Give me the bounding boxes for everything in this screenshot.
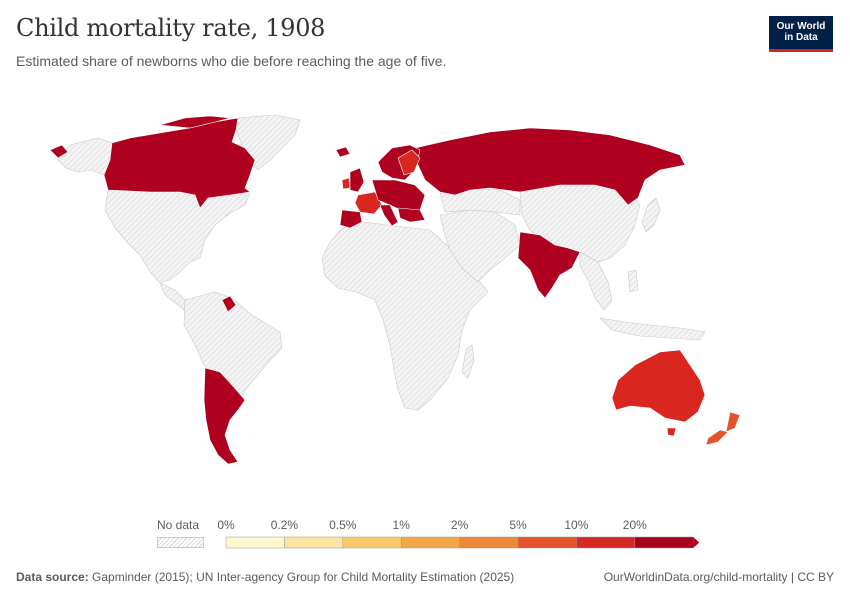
legend-bin-6[interactable]: [576, 536, 636, 549]
legend-bin-0[interactable]: [225, 536, 285, 549]
legend-bin-7[interactable]: [634, 536, 694, 549]
region-japan[interactable]: [641, 197, 661, 233]
region-alaska-tip[interactable]: [49, 144, 69, 159]
owid-logo[interactable]: Our World in Data: [769, 16, 833, 52]
region-madagascar[interactable]: [461, 344, 475, 379]
region-canada-arctic[interactable]: [159, 115, 231, 129]
region-new-zealand-south[interactable]: [705, 429, 729, 446]
region-usa-mexico[interactable]: [104, 189, 251, 284]
legend-bin-1[interactable]: [284, 536, 344, 549]
chart-title: Child mortality rate, 1908: [16, 14, 326, 42]
region-italy[interactable]: [379, 204, 399, 227]
region-iceland[interactable]: [335, 146, 351, 158]
region-tasmania[interactable]: [666, 427, 677, 437]
region-se-asia[interactable]: [579, 251, 613, 311]
region-finland[interactable]: [397, 149, 421, 176]
region-india[interactable]: [517, 231, 581, 299]
region-new-zealand[interactable]: [725, 411, 741, 433]
legend-bin-5[interactable]: [517, 536, 577, 549]
legend-bar: [225, 536, 700, 549]
footer-url[interactable]: OurWorldinData.org/child-mortality | CC …: [603, 570, 834, 584]
legend-bin-2[interactable]: [342, 536, 402, 549]
region-uk[interactable]: [349, 167, 365, 193]
region-south-america[interactable]: [183, 291, 283, 406]
footer-source-text[interactable]: Gapminder (2015); UN Inter-agency Group …: [92, 570, 515, 584]
region-iberia[interactable]: [339, 209, 363, 229]
region-guyana[interactable]: [221, 295, 237, 313]
region-alaska[interactable]: [57, 137, 113, 176]
logo-line-1: Our World: [776, 21, 826, 32]
footer-source-label: Data source:: [16, 570, 89, 584]
region-balkans[interactable]: [397, 207, 426, 223]
legend-bin-3[interactable]: [400, 536, 460, 549]
region-russia[interactable]: [414, 127, 686, 206]
footer-source: Data source: Gapminder (2015); UN Inter-…: [16, 570, 514, 584]
legend-bin-4[interactable]: [459, 536, 519, 549]
region-indonesia[interactable]: [599, 317, 706, 341]
region-philippines[interactable]: [627, 269, 639, 293]
legend-arrow-end: [693, 537, 700, 548]
region-ireland[interactable]: [341, 177, 351, 190]
chart-subtitle: Estimated share of newborns who die befo…: [16, 53, 447, 69]
region-argentina-chile[interactable]: [203, 367, 246, 465]
data-regions: [49, 115, 741, 465]
logo-line-2: in Data: [784, 32, 818, 43]
region-france[interactable]: [354, 191, 383, 215]
region-australia[interactable]: [611, 349, 706, 423]
